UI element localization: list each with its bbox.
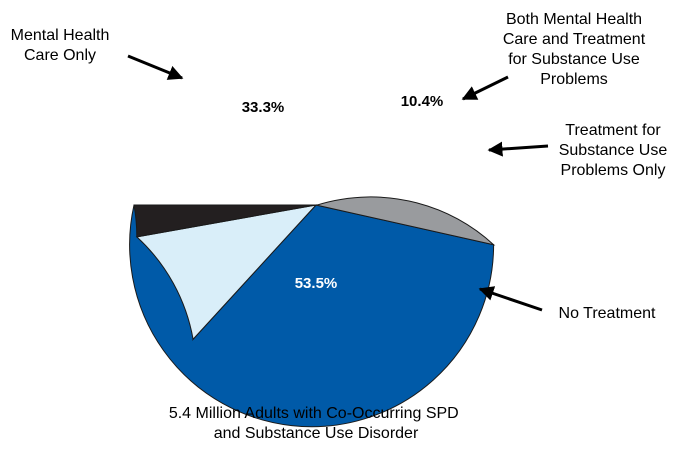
callout-mental-health-care-only: Mental Health Care Only <box>11 27 110 64</box>
caption-line-2: and Substance Use Disorder <box>214 425 419 442</box>
callout-line: Care Only <box>24 47 96 64</box>
callout-line: Care and Treatment <box>503 31 646 48</box>
callout-arrow-treatment-for-substance-use-problems-only <box>487 141 549 157</box>
callout-arrow-mental-health-care-only <box>127 54 184 80</box>
chart-caption: 5.4 Million Adults with Co-Occurring SPD… <box>169 405 463 442</box>
value-label-no-treatment: 53.5% <box>295 275 338 292</box>
callout-line: Both Mental Health <box>506 11 642 28</box>
value-label-mental-health-care-only: 33.3% <box>242 99 285 116</box>
callout-both-mental-health-care-and-treatment-for-substance-use-problems: Both Mental Health Care and Treatment for … <box>503 11 646 88</box>
callout-line: Problems Only <box>561 162 666 179</box>
callout-no-treatment: No Treatment <box>559 305 656 322</box>
pie-slice-treatment-for-substance-use-problems-only <box>133 204 317 238</box>
callout-arrow-both-mental-health-care-and-treatment-for-substance-use-problems <box>461 75 509 101</box>
value-label-both-mental-health-care-and-treatment-for-substance-use-problems: 10.4% <box>401 93 444 110</box>
callout-line: Mental Health <box>11 27 110 44</box>
value-label-treatment-for-substance-use-problems-only: 2.8% <box>446 145 480 162</box>
callout-line: Problems <box>540 71 608 88</box>
callout-line: Substance Use <box>559 142 668 159</box>
callout-arrow-no-treatment <box>478 286 543 312</box>
callout-line: for Substance Use <box>508 51 640 68</box>
callout-line: No Treatment <box>559 305 656 322</box>
callout-treatment-for-substance-use-problems-only: Treatment for Substance Use Problems Only <box>559 122 668 179</box>
callout-line: Treatment for <box>565 122 661 139</box>
caption-line-1: 5.4 Million Adults with Co-Occurring SPD <box>169 405 459 422</box>
pie-slice-both-mental-health-care-and-treatment-for-substance-use-problems <box>135 204 318 341</box>
